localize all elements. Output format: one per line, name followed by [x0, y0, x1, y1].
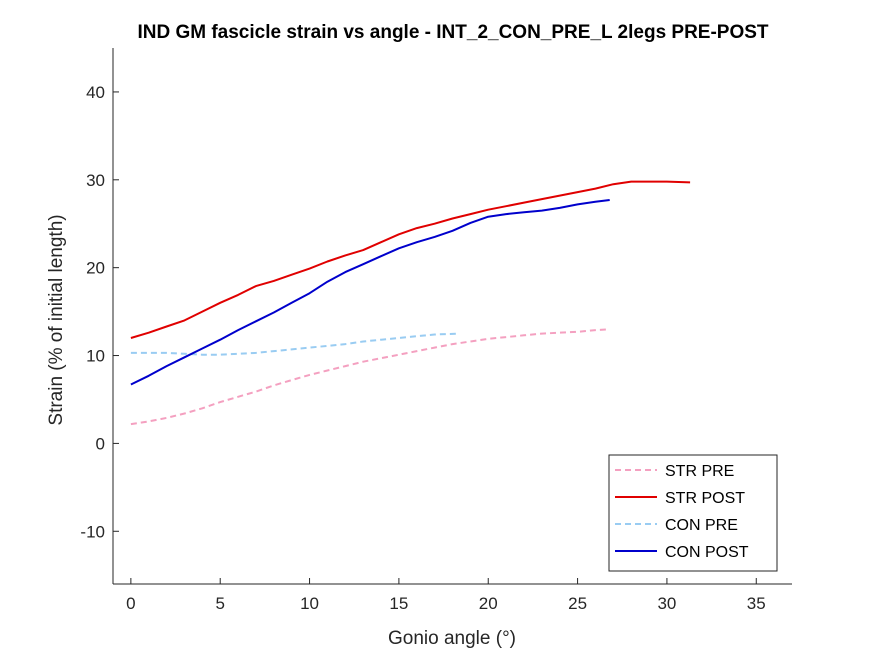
legend: STR PRE STR POST CON PRE CON POST [608, 454, 778, 572]
y-tick-label: 20 [86, 259, 105, 278]
x-tick-label: 20 [479, 594, 498, 613]
plot-area: 0 5 10 15 20 25 30 35 -10 0 10 20 30 40 [80, 48, 792, 613]
y-tick-label: -10 [80, 522, 105, 541]
y-tick-label: 30 [86, 171, 105, 190]
legend-entry: CON PRE [665, 517, 738, 534]
y-axis-label: Strain (% of initial length) [46, 214, 67, 425]
series-line-con-pre [130, 332, 460, 356]
y-tick-label: 0 [96, 434, 105, 453]
x-tick-label: 35 [747, 594, 766, 613]
x-tick-label: 0 [126, 594, 135, 613]
x-tick-label: 10 [300, 594, 319, 613]
x-tick-label: 5 [215, 594, 224, 613]
legend-entry: STR PRE [665, 463, 734, 480]
x-tick-label: 25 [568, 594, 587, 613]
x-axis-label: Gonio angle (°) [388, 628, 516, 649]
x-tick-label: 15 [389, 594, 408, 613]
legend-entry: STR POST [665, 490, 745, 507]
chart-title: IND GM fascicle strain vs angle - INT_2_… [137, 22, 768, 43]
series-line-str-pre [130, 328, 610, 426]
series-line-con-post [130, 199, 610, 386]
series-line-str-post [130, 180, 691, 339]
y-tick-label: 10 [86, 347, 105, 366]
x-tick-label: 30 [657, 594, 676, 613]
legend-entry: CON POST [665, 544, 749, 561]
legend-box [608, 454, 778, 572]
y-tick-label: 40 [86, 83, 105, 102]
